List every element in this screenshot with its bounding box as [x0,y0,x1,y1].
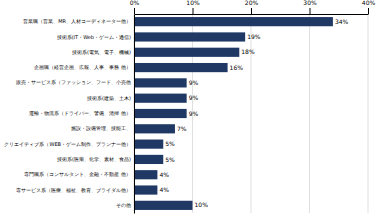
grid [134,14,368,213]
x-tick-mark [310,8,311,14]
bar [134,109,187,118]
data-label: 10% [195,201,209,208]
data-label: 9% [189,79,199,86]
y-tick: 施設・設備管理、技能工、 [71,125,131,131]
data-label: 4% [159,186,169,193]
x-tick-label: 10% [186,0,200,6]
data-label: 18% [241,48,255,55]
plot-root: 0% 10% 20% 30% 40% 営業職（営業、MR、人材コーディネーター他） 技術系(… [4,0,375,214]
y-tick: 営業職（営業、MR、人材コーディネーター他） [23,18,131,24]
bar [134,170,157,179]
data-labels: 34% 19% 18% 16% 9% 9% 9% 7% 5% 5% 4% 4% 10% [159,18,348,209]
y-tick-label: 運輸・物流系（ドライバー、警備、清掃 他） [29,110,131,116]
y-tick: 技術系(電気、電子、機械) [71,49,131,55]
x-axis: 0% 10% 20% 30% 40% [130,0,376,15]
y-tick: 運輸・物流系（ドライバー、警備、清掃 他） [29,110,131,116]
bar [134,48,239,57]
data-label: 9% [189,94,199,101]
grid-line [251,14,252,213]
y-tick-label: 技術系(建築、土木) [86,95,131,101]
y-tick-label: 技術系(IT・Web・ゲーム・通信) [56,34,131,40]
y-axis-line [134,15,135,214]
y-tick: 技術系(医薬、化学、素材、食品) [56,156,131,162]
y-tick-label: クリエイティブ系（WEB・ゲーム制作、プランナー他） [4,141,131,147]
data-label: 34% [335,18,349,25]
y-tick-label: 技術系(電気、電子、機械) [71,49,131,55]
bar [134,140,163,149]
y-axis: 営業職（営業、MR、人材コーディネーター他） 技術系(IT・Web・ゲーム・通信)… [4,15,134,214]
data-label: 4% [159,171,169,178]
y-tick: 企画職（経営企画、広報、人事、事務 他） [34,64,131,70]
x-tick: 20% [245,0,259,14]
x-tick-mark [251,8,252,14]
y-tick-label: 専サービス系（医療、福祉、教育、ブライダル他） [16,187,131,193]
bar [134,155,163,164]
x-tick-label: 20% [245,0,259,6]
bar [134,32,245,41]
y-tick-label: 販売・サービス系（ファッション、フード、小売他 [16,79,131,85]
bar [134,17,333,26]
y-tick: 専サービス系（医療、福祉、教育、ブライダル他） [16,187,131,193]
x-tick: 30% [303,0,317,14]
y-tick: その他 [116,202,131,208]
bar [134,201,193,210]
bar [134,185,157,194]
data-label: 7% [177,125,187,132]
x-tick-mark [134,8,135,14]
data-label: 16% [230,64,244,71]
y-tick: 専門職系（コンサルタント、金融・不動産 他） [24,171,131,177]
x-tick: 10% [186,0,200,14]
x-axis-line [135,14,369,15]
x-tick: 40% [362,0,376,14]
bars [134,17,333,210]
bar [134,63,228,72]
grid-line [134,14,135,213]
data-label: 5% [165,140,175,147]
y-tick: クリエイティブ系（WEB・ゲーム制作、プランナー他） [4,141,131,147]
y-tick: 技術系(建築、土木) [86,95,131,101]
bar [134,94,187,103]
x-tick-label: 0% [130,0,140,6]
y-tick-label: 企画職（経営企画、広報、人事、事務 他） [34,64,131,70]
data-label: 9% [189,110,199,117]
chart-svg: 0% 10% 20% 30% 40% 営業職（営業、MR、人材コーディネーター他） 技術系(… [0,0,384,217]
y-tick-label: その他 [116,202,131,208]
x-tick-mark [368,8,369,14]
bar [134,78,187,87]
x-tick-label: 40% [362,0,376,6]
y-tick-label: 施設・設備管理、技能工、 [71,125,131,131]
x-tick: 0% [130,0,140,14]
y-tick-label: 営業職（営業、MR、人材コーディネーター他） [23,18,131,24]
x-tick-label: 30% [303,0,317,6]
bar [134,124,175,133]
x-tick-mark [193,8,194,14]
y-tick: 技術系(IT・Web・ゲーム・通信) [56,34,131,40]
y-tick-label: 技術系(医薬、化学、素材、食品) [56,156,131,162]
data-label: 19% [247,33,261,40]
chart-container: 0% 10% 20% 30% 40% 営業職（営業、MR、人材コーディネーター他） 技術系(… [0,0,384,217]
grid-line [368,14,369,213]
y-tick: 販売・サービス系（ファッション、フード、小売他 [16,79,131,85]
y-tick-label: 専門職系（コンサルタント、金融・不動産 他） [24,171,131,177]
data-label: 5% [165,156,175,163]
grid-line [309,14,310,213]
